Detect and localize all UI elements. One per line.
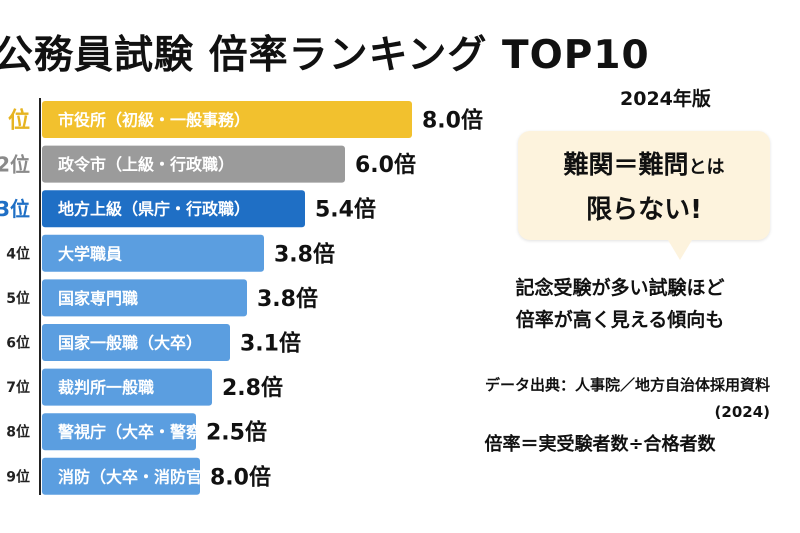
value-label: 5.4倍 xyxy=(315,197,376,223)
rank-label: 位 xyxy=(8,107,30,133)
source-line-1: データ出典：人事院／地方自治体採用資料 xyxy=(484,376,770,394)
note-line-2: 倍率が高く見える傾向も xyxy=(515,309,725,331)
bar-label: 消防（大卒・消防官） xyxy=(58,467,218,486)
bar xyxy=(42,101,412,138)
rank-label: 5位 xyxy=(6,290,30,307)
callout-line-1: 難関＝難問とは xyxy=(563,145,724,181)
value-label: 2.8倍 xyxy=(222,375,283,401)
chart-subtitle: 2024年版 xyxy=(620,88,711,110)
value-label: 8.0倍 xyxy=(210,464,271,490)
rank-label: 6位 xyxy=(6,335,30,352)
chart-title: 公務員試験 倍率ランキング TOP10 xyxy=(0,33,650,78)
bar-label: 裁判所一般職 xyxy=(58,378,154,397)
bar-label: 警視庁（大卒・警察） xyxy=(57,423,218,442)
bar xyxy=(42,190,305,228)
bar-label: 地方上級（県庁・行政職） xyxy=(58,200,250,219)
bar xyxy=(42,279,247,317)
callout-line-2: 限らない! xyxy=(586,195,702,225)
note-text: 記念受験が多い試験ほど 倍率が高く見える傾向も xyxy=(470,272,770,336)
bar-label: 大学職員 xyxy=(58,244,122,263)
bar-label: 市役所（初級・一般事務） xyxy=(58,111,250,130)
bar xyxy=(42,368,212,406)
data-source: データ出典：人事院／地方自治体採用資料 (2024) xyxy=(410,372,770,426)
source-line-2: (2024) xyxy=(714,403,770,421)
callout-bubble: 難関＝難問とは 限らない! xyxy=(518,131,770,260)
callout-small-text: とは xyxy=(688,157,725,178)
bar-label: 政令市（上級・行政職） xyxy=(58,155,234,174)
bar-label: 国家専門職 xyxy=(58,289,138,308)
rank-label: 9位 xyxy=(6,468,30,485)
rank-label: 4位 xyxy=(6,245,30,262)
note-line-1: 記念受験が多い試験ほど xyxy=(515,277,725,299)
bar xyxy=(42,457,200,495)
value-label: 8.0倍 xyxy=(422,108,483,134)
rank-label: 7位 xyxy=(6,379,30,396)
rank-label: 2位 xyxy=(0,152,30,176)
value-label: 6.0倍 xyxy=(355,152,416,178)
rank-label: 8位 xyxy=(6,424,30,441)
ratio-formula: 倍率＝実受験者数÷合格者数 xyxy=(484,434,716,455)
bar xyxy=(42,234,264,272)
bar xyxy=(42,145,345,183)
bar-label: 国家一般職（大卒） xyxy=(58,334,202,353)
callout-main-text: 難関＝難問 xyxy=(563,150,689,179)
bar xyxy=(42,413,196,451)
bar xyxy=(42,324,230,361)
value-label: 2.5倍 xyxy=(206,420,267,446)
value-label: 3.1倍 xyxy=(240,331,301,357)
rank-label: 3位 xyxy=(0,197,30,221)
value-label: 3.8倍 xyxy=(257,286,318,312)
value-label: 3.8倍 xyxy=(274,241,335,267)
